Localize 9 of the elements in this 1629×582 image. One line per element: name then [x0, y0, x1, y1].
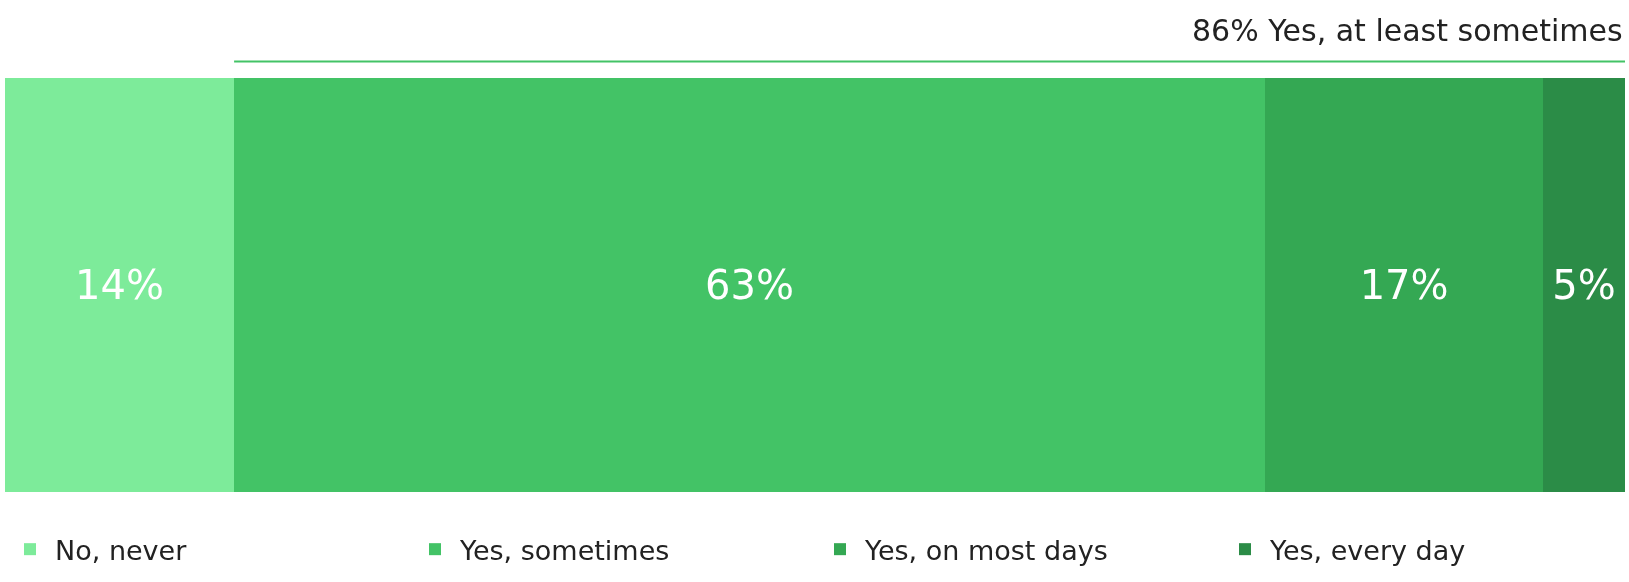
data-label: 17% [1359, 262, 1449, 308]
legend-label: Yes, sometimes [459, 534, 670, 566]
legend-label: Yes, every day [1269, 534, 1466, 566]
data-label: 14% [75, 262, 164, 308]
legend-label: Yes, on most days [864, 534, 1108, 566]
text: 86% Yes, at least sometimes [1192, 13, 1623, 48]
legend-label: No, never [55, 534, 188, 566]
data-label: 5% [1552, 262, 1616, 308]
data-label: 63% [705, 262, 794, 308]
